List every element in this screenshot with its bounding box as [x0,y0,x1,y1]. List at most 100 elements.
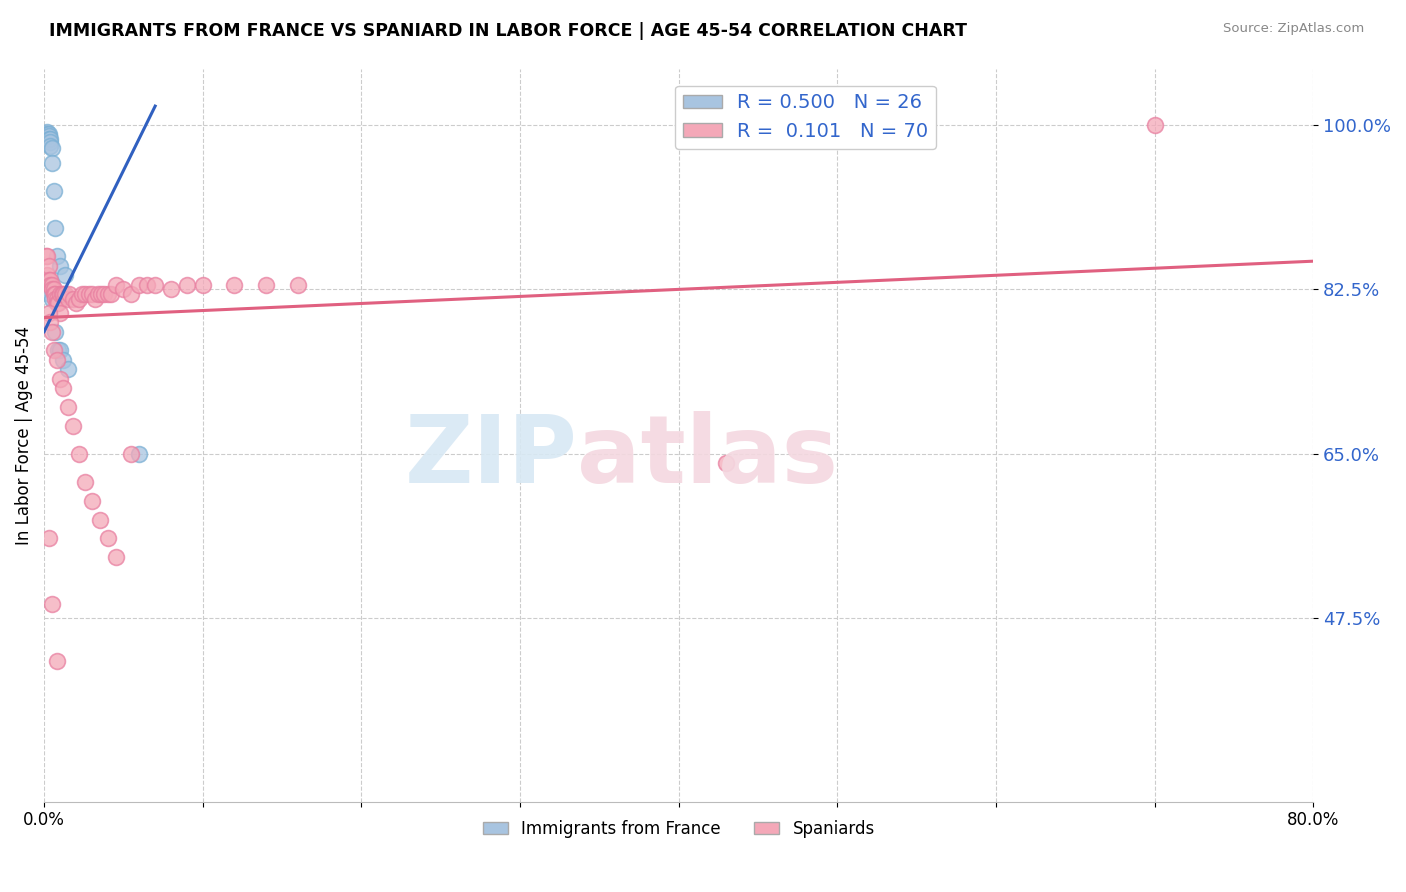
Point [38,532,60,546]
Point [56,292,79,306]
Point [80,493,103,508]
Point [49,306,72,320]
Point [52,287,75,301]
Point [65,296,87,310]
Point [62,292,84,306]
Point [87,287,110,301]
Point [97,287,120,301]
Point [90,287,112,301]
Point [39,277,62,292]
Point [37,128,59,142]
Point [49,343,72,358]
Point [67,292,90,306]
Text: ZIP: ZIP [405,411,576,503]
Point [45,250,67,264]
Point [191,277,214,292]
Point [41,325,63,339]
Point [39,273,62,287]
Point [37,277,59,292]
Point [41,155,63,169]
Point [39,287,62,301]
Point [41,597,63,611]
Point [39,277,62,292]
Point [143,277,166,292]
Point [45,654,67,668]
Point [42,282,65,296]
Point [38,259,60,273]
Point [44,221,66,235]
Point [104,550,127,565]
Point [42,287,65,301]
Point [120,447,142,461]
Point [39,138,62,153]
Point [41,141,63,155]
Point [128,277,150,292]
Point [45,292,67,306]
Point [51,287,73,301]
Point [70,287,93,301]
Point [38,273,60,287]
Text: IMMIGRANTS FROM FRANCE VS SPANIARD IN LABOR FORCE | AGE 45-54 CORRELATION CHART: IMMIGRANTS FROM FRANCE VS SPANIARD IN LA… [49,22,967,40]
Point [83,292,105,306]
Point [100,287,122,301]
Point [38,128,60,142]
Point [44,292,66,306]
Point [45,352,67,367]
Point [287,277,309,292]
Point [93,287,115,301]
Point [254,277,277,292]
Point [80,287,103,301]
Point [42,184,65,198]
Point [224,277,246,292]
Point [39,132,62,146]
Point [49,372,72,386]
Point [39,135,62,149]
Point [75,287,97,301]
Point [38,306,60,320]
Point [136,277,159,292]
Point [35,250,58,264]
Point [77,287,100,301]
Point [53,287,76,301]
Point [37,250,59,264]
Point [52,352,75,367]
Point [62,418,84,433]
Point [176,277,198,292]
Text: atlas: atlas [576,411,838,503]
Point [49,259,72,273]
Point [45,296,67,310]
Point [56,400,79,414]
Point [38,132,60,146]
Point [42,343,65,358]
Point [41,292,63,306]
Point [53,268,76,283]
Point [67,447,90,461]
Point [44,287,66,301]
Point [48,296,70,310]
Point [35,128,58,142]
Point [128,447,150,461]
Point [38,129,60,144]
Point [56,362,79,376]
Point [120,287,142,301]
Point [160,282,183,296]
Point [112,282,135,296]
Point [49,287,72,301]
Point [37,125,59,139]
Text: Source: ZipAtlas.com: Source: ZipAtlas.com [1223,22,1364,36]
Point [89,513,111,527]
Point [41,277,63,292]
Point [52,381,75,395]
Y-axis label: In Labor Force | Age 45-54: In Labor Force | Age 45-54 [15,326,32,544]
Point [75,475,97,489]
Point [716,456,738,470]
Point [58,287,80,301]
Point [104,277,127,292]
Point [44,325,66,339]
Legend: Immigrants from France, Spaniards: Immigrants from France, Spaniards [477,814,882,845]
Point [1143,118,1166,132]
Point [48,343,70,358]
Point [37,268,59,283]
Point [41,282,63,296]
Point [39,315,62,329]
